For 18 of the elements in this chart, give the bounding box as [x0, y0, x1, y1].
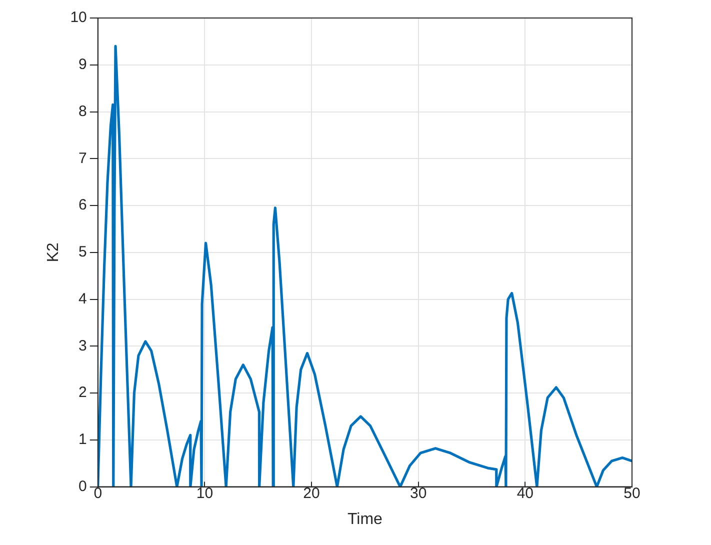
x-tick-label: 20 [303, 484, 320, 502]
y-tick-label: 8 [78, 102, 87, 120]
y-tick-label: 10 [70, 9, 87, 26]
y-tick-label: 7 [78, 150, 87, 167]
x-tick-label: 0 [94, 484, 102, 502]
x-tick-label: 30 [410, 484, 427, 502]
y-tick-label: 4 [78, 290, 87, 308]
y-tick-label: 5 [78, 244, 87, 261]
y-tick-label: 6 [78, 196, 87, 214]
y-tick-label: 2 [78, 384, 87, 402]
x-tick-label: 40 [516, 484, 534, 502]
y-tick-label: 9 [78, 56, 87, 74]
x-tick-label: 10 [196, 484, 214, 502]
x-tick-label: 50 [624, 484, 640, 502]
y-tick-label: 1 [78, 431, 87, 448]
x-axis-title: Time [347, 510, 383, 528]
y-tick-label: 3 [78, 337, 87, 354]
y-axis-title: K2 [45, 242, 62, 262]
